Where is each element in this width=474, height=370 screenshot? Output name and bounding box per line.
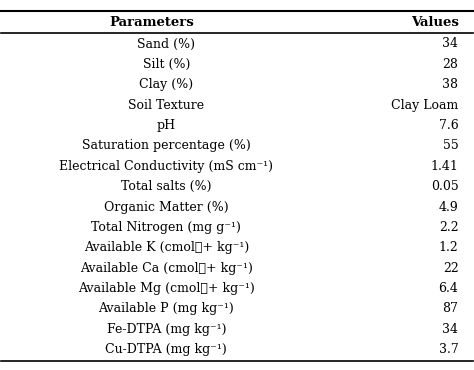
Text: Total Nitrogen (mg g⁻¹): Total Nitrogen (mg g⁻¹) [91, 221, 241, 234]
Text: Clay (%): Clay (%) [139, 78, 193, 91]
Text: 2.2: 2.2 [439, 221, 458, 234]
Text: Values: Values [410, 16, 458, 29]
Text: 4.9: 4.9 [439, 201, 458, 213]
Text: Soil Texture: Soil Texture [128, 99, 204, 112]
Text: 87: 87 [443, 302, 458, 315]
Text: 3.7: 3.7 [439, 343, 458, 356]
Text: 38: 38 [442, 78, 458, 91]
Text: 28: 28 [443, 58, 458, 71]
Text: Saturation percentage (%): Saturation percentage (%) [82, 139, 251, 152]
Text: 55: 55 [443, 139, 458, 152]
Text: Cu-DTPA (mg kg⁻¹): Cu-DTPA (mg kg⁻¹) [105, 343, 227, 356]
Text: Electrical Conductivity (mS cm⁻¹): Electrical Conductivity (mS cm⁻¹) [59, 160, 273, 173]
Text: 6.4: 6.4 [438, 282, 458, 295]
Text: 34: 34 [442, 37, 458, 50]
Text: Available P (mg kg⁻¹): Available P (mg kg⁻¹) [99, 302, 234, 315]
Text: Available Mg (cmolℓ+ kg⁻¹): Available Mg (cmolℓ+ kg⁻¹) [78, 282, 255, 295]
Text: 0.05: 0.05 [431, 180, 458, 193]
Text: 22: 22 [443, 262, 458, 275]
Text: Organic Matter (%): Organic Matter (%) [104, 201, 228, 213]
Text: Sand (%): Sand (%) [137, 37, 195, 50]
Text: 1.2: 1.2 [439, 241, 458, 254]
Text: 34: 34 [442, 323, 458, 336]
Text: Available K (cmolℓ+ kg⁻¹): Available K (cmolℓ+ kg⁻¹) [84, 241, 249, 254]
Text: 1.41: 1.41 [430, 160, 458, 173]
Text: Fe-DTPA (mg kg⁻¹): Fe-DTPA (mg kg⁻¹) [107, 323, 226, 336]
Text: Clay Loam: Clay Loam [391, 99, 458, 112]
Text: Total salts (%): Total salts (%) [121, 180, 211, 193]
Text: Available Ca (cmolℓ+ kg⁻¹): Available Ca (cmolℓ+ kg⁻¹) [80, 262, 253, 275]
Text: Parameters: Parameters [110, 16, 194, 29]
Text: 7.6: 7.6 [439, 119, 458, 132]
Text: pH: pH [157, 119, 176, 132]
Text: Silt (%): Silt (%) [143, 58, 190, 71]
